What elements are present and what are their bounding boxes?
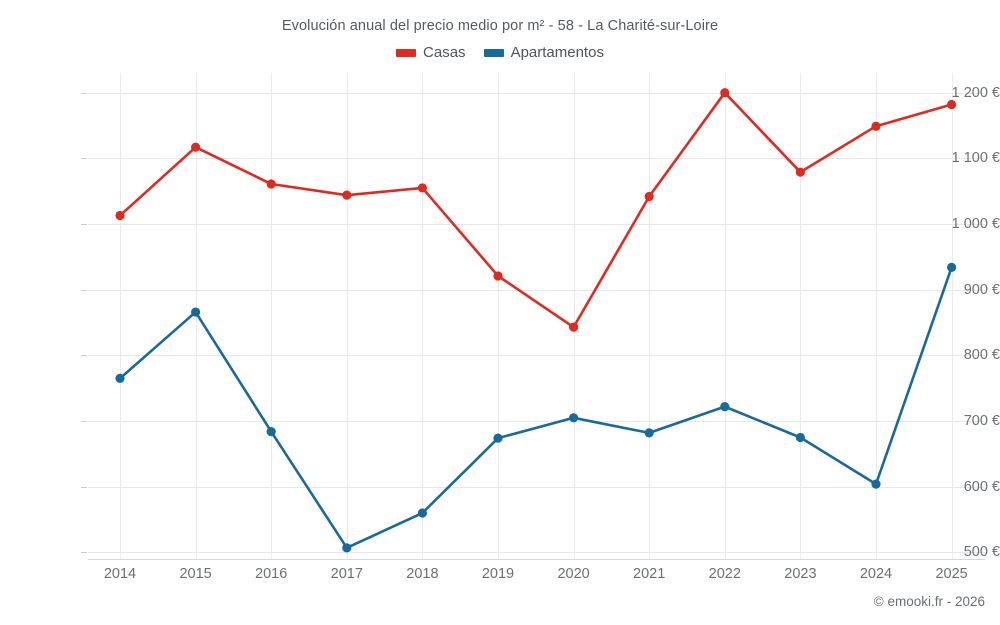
legend-item-casas[interactable]: Casas xyxy=(396,44,466,61)
y-axis-tick-mark xyxy=(81,158,87,160)
gridline-horizontal xyxy=(88,92,985,94)
gridline-vertical xyxy=(271,73,273,559)
gridline-horizontal xyxy=(88,355,985,357)
legend-swatch-apartamentos xyxy=(483,48,504,57)
y-axis-tick-label: 1 000 € xyxy=(951,216,1000,233)
gridline-vertical xyxy=(195,73,197,559)
gridline-vertical xyxy=(573,73,575,559)
y-axis-tick-mark xyxy=(81,355,87,357)
y-axis-tick-mark xyxy=(81,92,87,94)
gridline-vertical xyxy=(724,73,726,559)
gridline-horizontal xyxy=(88,486,985,488)
legend-label-apartamentos: Apartamentos xyxy=(510,44,604,61)
x-axis-tick-label: 2025 xyxy=(935,566,968,582)
x-axis-tick-label: 2024 xyxy=(859,566,893,582)
legend-label-casas: Casas xyxy=(423,44,466,61)
y-axis-tick-mark xyxy=(81,552,87,554)
gridline-horizontal xyxy=(88,158,985,160)
y-axis-tick-label: 600 € xyxy=(963,478,1000,495)
x-axis-tick-label: 2020 xyxy=(557,566,590,582)
gridline-horizontal xyxy=(88,224,985,226)
gridline-vertical xyxy=(120,73,121,559)
plot-area xyxy=(88,73,985,560)
gridline-vertical xyxy=(422,73,424,559)
credit-label: © emooki.fr - 2026 xyxy=(873,594,985,609)
x-axis-tick-label: 2021 xyxy=(633,566,666,582)
legend-swatch-casas xyxy=(396,48,417,57)
x-axis-baseline xyxy=(88,559,985,560)
chart-title: Evolución anual del precio medio por m² … xyxy=(281,18,719,34)
y-axis-tick-mark xyxy=(81,486,87,488)
x-axis-tick-label: 2017 xyxy=(330,566,363,582)
y-axis-tick-mark xyxy=(81,224,87,226)
gridline-vertical xyxy=(498,73,499,559)
gridline-vertical xyxy=(800,73,802,559)
gridline-horizontal xyxy=(88,552,985,554)
y-axis-tick-label: 1 200 € xyxy=(951,84,1000,101)
x-axis-tick-label: 2023 xyxy=(784,566,817,582)
x-axis-tick-label: 2016 xyxy=(255,566,288,582)
y-axis-tick-label: 800 € xyxy=(963,347,1000,364)
y-axis-tick-label: 900 € xyxy=(963,281,1000,298)
chart-legend: Casas Apartamentos xyxy=(0,44,1000,61)
y-axis-tick-label: 500 € xyxy=(963,544,1000,561)
gridline-vertical xyxy=(876,73,877,559)
gridline-horizontal xyxy=(88,289,985,291)
gridline-vertical xyxy=(649,73,651,559)
y-axis-tick-label: 1 100 € xyxy=(951,150,1000,167)
y-axis-tick-mark xyxy=(81,421,87,423)
legend-item-apartamentos[interactable]: Apartamentos xyxy=(483,44,604,61)
x-axis-tick-label: 2014 xyxy=(103,566,137,582)
gridline-vertical xyxy=(346,73,348,559)
y-axis-tick-mark xyxy=(81,289,87,291)
x-axis-tick-label: 2019 xyxy=(481,566,515,582)
y-axis-tick-label: 700 € xyxy=(963,413,1000,430)
x-axis-tick-label: 2022 xyxy=(708,566,741,582)
gridline-horizontal xyxy=(88,421,985,423)
x-axis-tick-label: 2018 xyxy=(406,566,439,582)
x-axis-tick-label: 2015 xyxy=(179,566,212,582)
